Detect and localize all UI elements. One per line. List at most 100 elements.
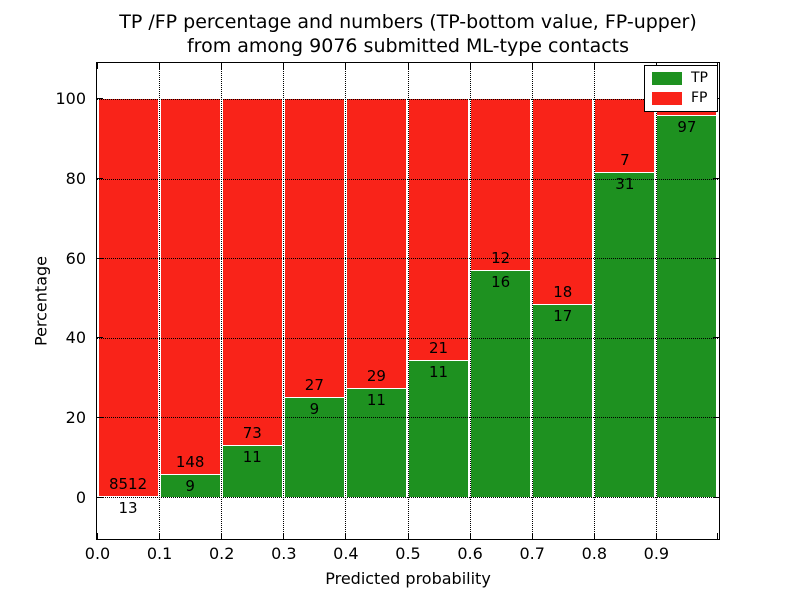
y-tickmark bbox=[97, 416, 103, 418]
tp-count-label: 11 bbox=[242, 447, 262, 466]
x-tickmark bbox=[97, 533, 98, 539]
legend-item-tp: TP bbox=[652, 71, 708, 86]
x-tickmark-top bbox=[221, 63, 223, 69]
x-tick-label: 0.5 bbox=[395, 544, 421, 563]
tp-segment bbox=[284, 397, 344, 497]
x-tick-label: 0.6 bbox=[457, 544, 483, 563]
y-tick-label: 40 bbox=[65, 328, 86, 348]
y-tickmark-right bbox=[713, 416, 719, 418]
x-tickmark bbox=[531, 533, 533, 539]
vertical-gridline bbox=[407, 63, 409, 538]
y-tick-label: 80 bbox=[65, 169, 86, 189]
x-tickmark bbox=[469, 533, 471, 539]
vertical-gridline bbox=[469, 63, 471, 538]
y-tickmark bbox=[97, 337, 103, 339]
x-tickmark bbox=[655, 533, 657, 539]
fp-count-label: 18 bbox=[553, 282, 573, 301]
fp-segment bbox=[595, 98, 655, 497]
vertical-gridline bbox=[593, 63, 595, 538]
x-tickmark-top bbox=[97, 63, 98, 69]
fp-count-label: 12 bbox=[491, 248, 511, 267]
vertical-gridline bbox=[221, 63, 223, 538]
tp-count-label: 13 bbox=[118, 499, 138, 518]
fp-segment bbox=[409, 98, 469, 497]
y-tickmark bbox=[97, 257, 103, 259]
tp-count-label: 9 bbox=[309, 400, 320, 419]
y-axis-title: Percentage bbox=[31, 255, 51, 347]
vertical-gridline bbox=[283, 63, 285, 538]
vertical-gridline bbox=[159, 63, 161, 538]
y-tickmark bbox=[97, 178, 103, 180]
x-tickmark bbox=[716, 533, 718, 539]
tp-count-label: 11 bbox=[429, 363, 449, 382]
fp-count-label: 73 bbox=[242, 423, 262, 442]
x-tick-label: 0.3 bbox=[271, 544, 297, 563]
tp-segment bbox=[595, 172, 655, 497]
bar-bin bbox=[221, 98, 283, 497]
stacked-bars bbox=[97, 98, 718, 497]
y-tickmark-right bbox=[713, 178, 719, 180]
bar-bin bbox=[283, 98, 345, 497]
fp-segment bbox=[346, 98, 406, 497]
fp-count-label: 21 bbox=[429, 339, 449, 358]
tp-segment bbox=[471, 269, 531, 497]
x-tickmark-top bbox=[593, 63, 595, 69]
fp-segment bbox=[533, 98, 593, 497]
vertical-gridline bbox=[345, 63, 347, 538]
x-tick-label: 0.9 bbox=[643, 544, 670, 563]
tp-swatch-icon bbox=[652, 72, 682, 85]
x-tickmark-top bbox=[283, 63, 285, 69]
tp-segment bbox=[160, 474, 220, 497]
fp-segment bbox=[471, 98, 531, 497]
bar-bin bbox=[97, 98, 159, 497]
fp-swatch-icon bbox=[652, 92, 682, 105]
legend-tp-label: TP bbox=[691, 70, 708, 86]
x-tick-label: 0.7 bbox=[519, 544, 545, 563]
y-tickmark-right bbox=[713, 337, 719, 339]
legend: TP FP bbox=[644, 65, 718, 112]
x-tickmark bbox=[159, 533, 161, 539]
tp-segment bbox=[533, 303, 593, 497]
bar-bin bbox=[345, 98, 407, 497]
tp-count-label: 97 bbox=[677, 117, 697, 136]
legend-item-fp: FP bbox=[652, 91, 708, 106]
fp-count-label: 27 bbox=[304, 376, 324, 395]
tp-segment bbox=[98, 495, 158, 497]
tp-segment bbox=[222, 444, 282, 497]
x-tickmark bbox=[283, 533, 285, 539]
x-tickmark bbox=[407, 533, 409, 539]
bar-bin bbox=[532, 98, 594, 497]
plot-area: 8512 13 148 9 73 11 27 9 29 11 21 11 12 16 18 17 7 31 97 T… bbox=[96, 62, 720, 540]
chart-title-line2: from among 9076 submitted ML-type contac… bbox=[186, 35, 630, 57]
fp-count-label: 8512 bbox=[108, 475, 148, 494]
x-tickmark bbox=[221, 533, 223, 539]
vertical-gridline bbox=[655, 63, 657, 538]
y-tick-label: 60 bbox=[65, 248, 86, 268]
x-tickmark-top bbox=[345, 63, 347, 69]
fp-segment bbox=[98, 98, 158, 497]
tp-count-label: 31 bbox=[615, 175, 635, 194]
tp-count-label: 9 bbox=[185, 477, 195, 496]
y-tick-label: 20 bbox=[65, 407, 86, 427]
legend-fp-label: FP bbox=[691, 90, 708, 106]
x-tick-label: 0.8 bbox=[581, 544, 608, 563]
x-axis-title: Predicted probability bbox=[325, 569, 491, 588]
x-tickmark bbox=[593, 533, 595, 539]
fp-count-label: 148 bbox=[175, 453, 205, 472]
fp-count-label: 29 bbox=[366, 366, 386, 385]
tp-segment bbox=[409, 360, 469, 497]
x-tickmark-top bbox=[469, 63, 471, 69]
fp-count-label: 7 bbox=[620, 151, 630, 170]
y-tickmark bbox=[97, 98, 103, 100]
fp-segment bbox=[284, 98, 344, 497]
x-tickmark-top bbox=[531, 63, 533, 69]
x-tickmark-top bbox=[159, 63, 161, 69]
fp-segment bbox=[657, 98, 717, 497]
x-tick-label: 0.2 bbox=[208, 544, 235, 563]
tp-segment bbox=[657, 114, 717, 497]
x-tick-label: 0.0 bbox=[84, 544, 111, 563]
y-tickmark-right bbox=[713, 257, 719, 259]
tp-count-label: 16 bbox=[491, 272, 511, 291]
x-tickmark bbox=[345, 533, 347, 539]
